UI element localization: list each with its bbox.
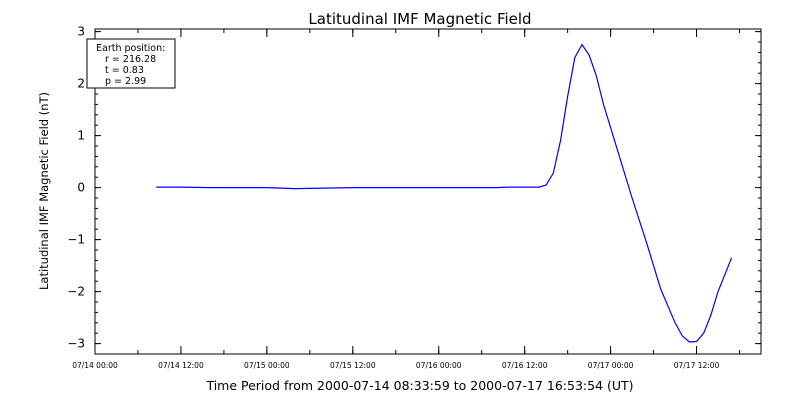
legend-title: Earth position: bbox=[96, 43, 165, 54]
y-tick-label: 1 bbox=[77, 129, 85, 143]
x-tick-label: 07/16 12:00 bbox=[502, 361, 548, 370]
y-tick-label: −3 bbox=[67, 337, 85, 351]
y-tick-label: 2 bbox=[77, 77, 85, 91]
y-tick-label: 3 bbox=[77, 25, 85, 39]
y-tick-label: −1 bbox=[67, 233, 85, 247]
y-tick-label: −2 bbox=[67, 285, 85, 299]
legend-line-p: p = 2.99 bbox=[105, 76, 146, 87]
x-tick-label: 07/14 00:00 bbox=[72, 361, 118, 370]
x-tick-label: 07/17 12:00 bbox=[674, 361, 720, 370]
x-tick-label: 07/17 00:00 bbox=[588, 361, 634, 370]
y-axis-label: Latitudinal IMF Magnetic Field (nT) bbox=[37, 92, 51, 290]
y-tick-label: 0 bbox=[77, 181, 85, 195]
legend-line-r: r = 216.28 bbox=[105, 54, 156, 65]
chart-title: Latitudinal IMF Magnetic Field bbox=[308, 10, 531, 28]
series-line bbox=[156, 43, 733, 343]
x-tick-label: 07/15 12:00 bbox=[330, 361, 376, 370]
legend-box bbox=[86, 38, 176, 89]
legend-line-t: t = 0.83 bbox=[105, 65, 144, 76]
x-axis: 07/14 00:00 07/14 12:00 07/15 00:00 07/15 1… bbox=[72, 29, 741, 370]
x-tick-label: 07/14 12:00 bbox=[158, 361, 204, 370]
legend: Earth position: r = 216.28 t = 0.83 p = … bbox=[86, 38, 176, 89]
x-tick-label: 07/15 00:00 bbox=[244, 361, 290, 370]
x-tick-label: 07/16 00:00 bbox=[416, 361, 462, 370]
x-axis-label: Time Period from 2000-07-14 08:33:59 to … bbox=[205, 378, 633, 393]
plot-frame bbox=[94, 28, 762, 355]
